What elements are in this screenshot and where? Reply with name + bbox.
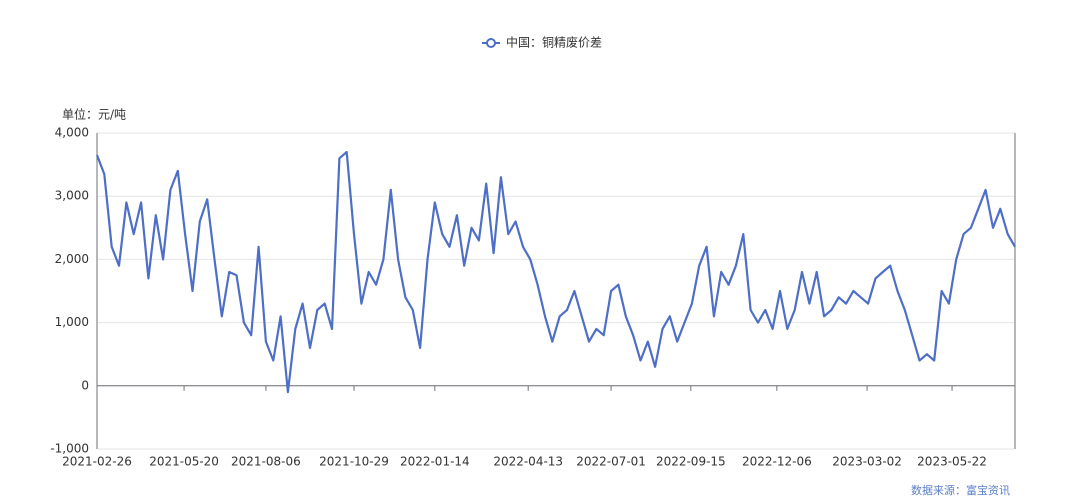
x-tick-label: 2023-05-22	[917, 455, 987, 469]
source: 数据来源：富宝资讯	[911, 483, 1010, 497]
x-tick-label: 2021-05-20	[149, 455, 219, 469]
x-tick-label: 2023-03-02	[832, 455, 902, 469]
legend-icon-circle	[486, 38, 496, 48]
series-line	[95, 150, 1016, 394]
x-tick-label: 2022-01-14	[400, 455, 470, 469]
y-tick-label: 4,000	[55, 126, 89, 140]
x-tick-label: 2021-02-26	[62, 455, 132, 469]
y-tick-label: 0	[81, 378, 89, 392]
y-tick-label: 2,000	[55, 252, 89, 266]
y-tick-label: 1,000	[55, 315, 89, 329]
y-axis-label: 单位：元/吨	[62, 107, 126, 122]
x-tick-label: 2021-10-29	[319, 455, 389, 469]
y-tick-label: -1,000	[50, 442, 89, 456]
x-tick-label: 2021-08-06	[231, 455, 301, 469]
x-tick-label: 2022-07-01	[576, 455, 646, 469]
x-tick-label: 2022-09-15	[656, 455, 726, 469]
x-tick-label: 2022-12-06	[742, 455, 812, 469]
y-tick-label: 3,000	[55, 189, 89, 203]
x-tick-label: 2022-04-13	[493, 455, 563, 469]
legend-label: 中国：铜精废价差	[506, 35, 602, 50]
